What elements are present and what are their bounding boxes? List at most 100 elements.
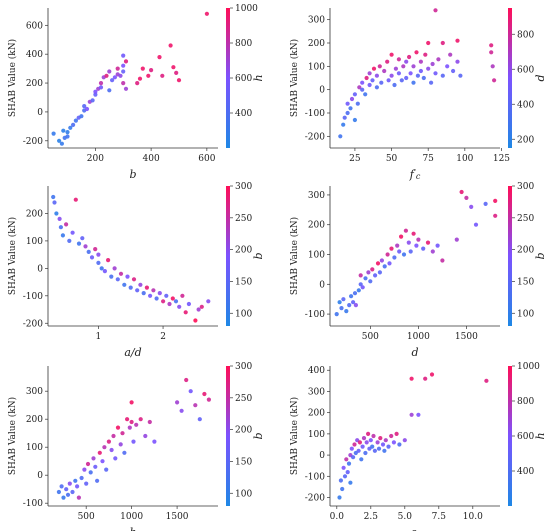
- scatter-point: [337, 300, 342, 305]
- scatter-point: [186, 301, 191, 307]
- scatter-point: [407, 54, 412, 60]
- scatter-point: [104, 73, 109, 78]
- scatter-point: [360, 285, 365, 290]
- colorbar-tick-label: 400: [517, 467, 534, 477]
- scatter-point: [65, 130, 70, 135]
- scatter-point: [363, 92, 368, 97]
- scatter-point: [102, 445, 107, 450]
- x-tick-label: 5.0: [398, 512, 413, 522]
- scatter-point: [430, 61, 435, 67]
- scatter-point: [356, 448, 361, 453]
- scatter-point: [99, 266, 104, 271]
- y-tick-label: 0: [37, 264, 43, 274]
- scatter-point: [375, 440, 380, 445]
- scatter-point: [440, 258, 445, 263]
- scatter-point: [68, 125, 73, 130]
- scatter-point: [489, 43, 494, 48]
- scatter-point: [393, 66, 398, 71]
- scatter-point: [367, 82, 372, 88]
- scatter-point: [121, 69, 126, 74]
- colorbar-tick-label: 1000: [235, 4, 258, 14]
- colorbar-tick-label: 1000: [517, 362, 540, 372]
- scatter-point: [382, 264, 387, 269]
- scatter-point: [352, 442, 357, 447]
- scatter-point: [140, 66, 145, 71]
- scatter-point: [175, 400, 180, 405]
- scatter-point: [61, 128, 66, 133]
- scatter-point: [152, 439, 157, 444]
- scatter-point: [364, 440, 369, 445]
- scatter-point: [386, 78, 391, 83]
- scatter-point: [57, 138, 62, 143]
- colorbar-label: b: [534, 252, 547, 259]
- scatter-point: [401, 252, 407, 257]
- scatter-point: [416, 237, 421, 242]
- colorbar-tick-label: 300: [235, 182, 252, 192]
- scatter-point: [383, 438, 388, 443]
- y-tick-label: -200: [23, 319, 43, 329]
- scatter-point: [93, 247, 98, 252]
- scatter-point: [161, 299, 166, 304]
- scatter-point: [202, 391, 207, 397]
- scatter-point: [344, 309, 349, 314]
- scatter-point: [351, 455, 356, 460]
- scatter-point: [366, 270, 371, 275]
- colorbar: [508, 186, 512, 326]
- scatter-point: [59, 141, 64, 146]
- colorbar-tick-label: 250: [235, 214, 252, 224]
- x-axis-label: b: [129, 168, 136, 181]
- scatter-point: [409, 376, 414, 381]
- scatter-point: [345, 470, 350, 475]
- scatter-point: [418, 68, 423, 74]
- scatter-point: [104, 467, 109, 472]
- scatter-point: [371, 433, 376, 439]
- scatter-point: [177, 304, 182, 309]
- scatter-point: [61, 495, 66, 500]
- scatter-point: [91, 456, 96, 461]
- scatter-point: [401, 64, 406, 69]
- x-axis-label: h: [129, 526, 136, 531]
- x-tick-label: 0.0: [330, 512, 345, 522]
- x-tick-label: 1000: [120, 512, 143, 522]
- x-tick-label: 10.0: [463, 512, 483, 522]
- scatter-point: [168, 43, 173, 48]
- scatter-point: [378, 436, 383, 441]
- colorbar-label: b: [252, 432, 265, 439]
- scatter-point: [352, 92, 357, 97]
- scatter-point: [345, 110, 350, 116]
- scatter-point: [84, 481, 89, 486]
- colorbar-tick-label: 150: [517, 277, 534, 287]
- y-tick-label: 0: [319, 280, 325, 290]
- scatter-point: [425, 240, 431, 245]
- scatter-point: [347, 303, 352, 308]
- scatter-point: [64, 222, 69, 227]
- colorbar-tick-label: 200: [235, 246, 252, 256]
- scatter-point: [421, 75, 426, 81]
- scatter-point: [344, 457, 349, 462]
- scatter-point: [70, 230, 75, 235]
- x-axis-label: ρl: [409, 526, 419, 531]
- scatter-point: [107, 69, 112, 74]
- scatter-point: [151, 288, 156, 293]
- scatter-point: [389, 433, 394, 439]
- scatter-point: [451, 68, 456, 74]
- scatter-point: [352, 291, 358, 296]
- scatter-point: [391, 440, 396, 445]
- scatter-point: [423, 376, 428, 381]
- scatter-point: [349, 96, 355, 102]
- y-tick-label: 100: [26, 443, 43, 453]
- y-tick-label: 100: [26, 237, 43, 247]
- scatter-point: [82, 104, 87, 109]
- colorbar-tick-label: 600: [517, 65, 534, 75]
- colorbar-label: d: [534, 74, 547, 81]
- scatter-point: [96, 260, 101, 265]
- scatter-point: [90, 98, 95, 103]
- colorbar-tick-label: 600: [517, 432, 534, 442]
- scatter-point: [346, 461, 352, 466]
- scatter-point: [129, 419, 134, 425]
- scatter-point: [435, 243, 440, 248]
- scatter-point: [396, 71, 401, 76]
- scatter-point: [348, 480, 353, 485]
- scatter-point: [397, 442, 402, 447]
- scatter-point: [64, 487, 69, 492]
